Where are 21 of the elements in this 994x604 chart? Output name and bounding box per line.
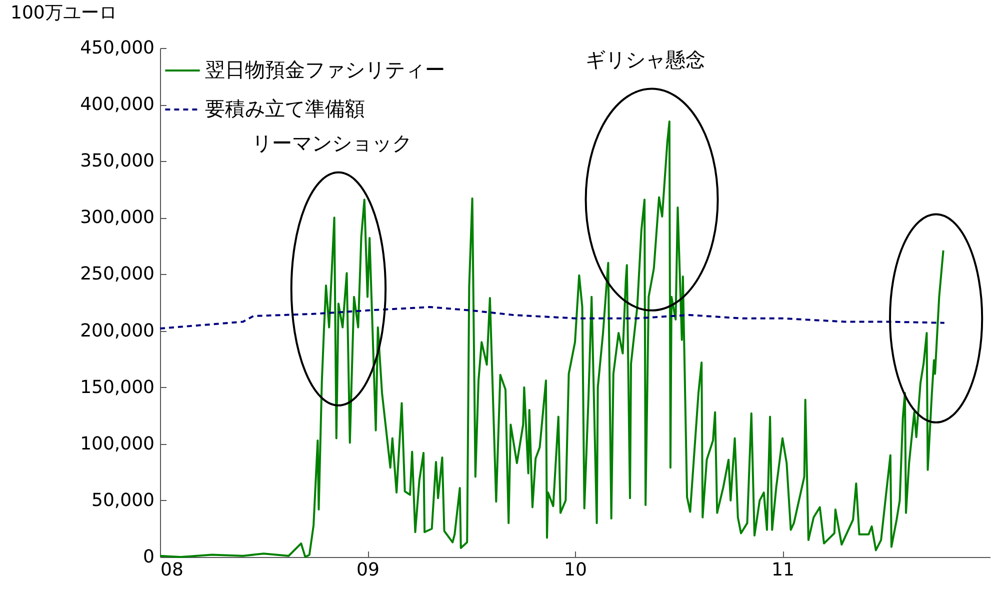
y-tick-label: 0 <box>143 546 154 568</box>
annotation: リーマンショック <box>252 131 412 156</box>
legend-label: 要積み立て準備額 <box>205 96 365 120</box>
x-tick-label: 09 <box>356 560 380 580</box>
y-tick-label: 400,000 <box>80 94 154 116</box>
line-series <box>159 120 944 558</box>
annotation: ギリシャ懸念 <box>586 47 706 72</box>
line-series <box>159 306 946 330</box>
x-tick-label: 11 <box>772 560 794 580</box>
y-tick-label: 300,000 <box>80 207 154 228</box>
y-tick-label: 100,000 <box>80 433 154 454</box>
x-tick-label: 10 <box>564 560 587 580</box>
y-axis-title: 100万ユーロ <box>10 2 117 24</box>
y-tick-label: 50,000 <box>92 490 154 511</box>
y-tick-label: 250,000 <box>80 264 154 285</box>
y-tick-label: 350,000 <box>80 150 154 172</box>
x-tick-label: 08 <box>160 560 184 580</box>
y-tick-label: 200,000 <box>80 320 154 342</box>
y-tick-label: 150,000 <box>80 376 154 398</box>
y-tick-label: 450,000 <box>80 38 154 58</box>
legend-label: 翌日物預金ファシリティー <box>205 58 445 82</box>
